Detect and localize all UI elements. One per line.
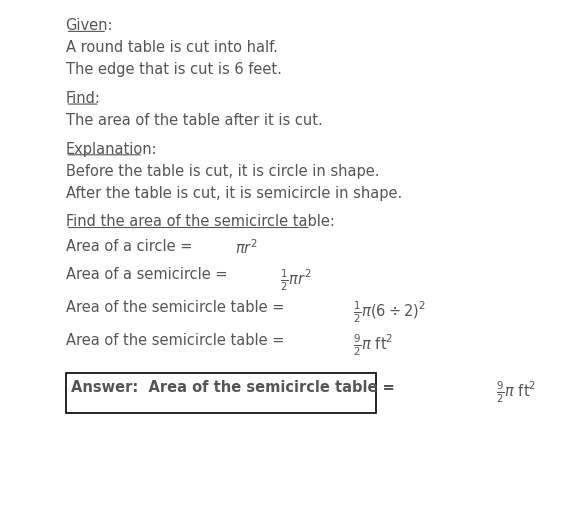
- Text: A round table is cut into half.: A round table is cut into half.: [66, 40, 278, 55]
- Text: Area of a circle =: Area of a circle =: [66, 238, 197, 254]
- Text: Area of a semicircle =: Area of a semicircle =: [66, 267, 231, 282]
- Text: Find:: Find:: [66, 91, 100, 106]
- Text: Given:: Given:: [66, 18, 113, 33]
- Text: After the table is cut, it is semicircle in shape.: After the table is cut, it is semicircle…: [66, 186, 402, 201]
- Text: Before the table is cut, it is circle in shape.: Before the table is cut, it is circle in…: [66, 164, 379, 179]
- Text: $\frac{9}{2}\pi\ \mathrm{ft}^2$: $\frac{9}{2}\pi\ \mathrm{ft}^2$: [495, 380, 536, 405]
- Text: The area of the table after it is cut.: The area of the table after it is cut.: [66, 113, 322, 128]
- Text: $\frac{1}{2}\pi r^2$: $\frac{1}{2}\pi r^2$: [280, 267, 311, 292]
- Text: Area of the semicircle table =: Area of the semicircle table =: [66, 333, 288, 348]
- Text: $\frac{9}{2}\pi\ \mathrm{ft}^2$: $\frac{9}{2}\pi\ \mathrm{ft}^2$: [353, 333, 394, 358]
- Text: $\pi r^2$: $\pi r^2$: [235, 238, 258, 257]
- Text: $\frac{1}{2}\pi(6 \div 2)^2$: $\frac{1}{2}\pi(6 \div 2)^2$: [353, 300, 426, 325]
- Text: Explanation:: Explanation:: [66, 142, 157, 157]
- Text: Find the area of the semicircle table:: Find the area of the semicircle table:: [66, 214, 335, 230]
- FancyBboxPatch shape: [66, 373, 376, 413]
- Text: Area of the semicircle table =: Area of the semicircle table =: [66, 300, 288, 315]
- Text: Answer:  Area of the semicircle table =: Answer: Area of the semicircle table =: [71, 380, 400, 395]
- Text: The edge that is cut is 6 feet.: The edge that is cut is 6 feet.: [66, 62, 282, 77]
